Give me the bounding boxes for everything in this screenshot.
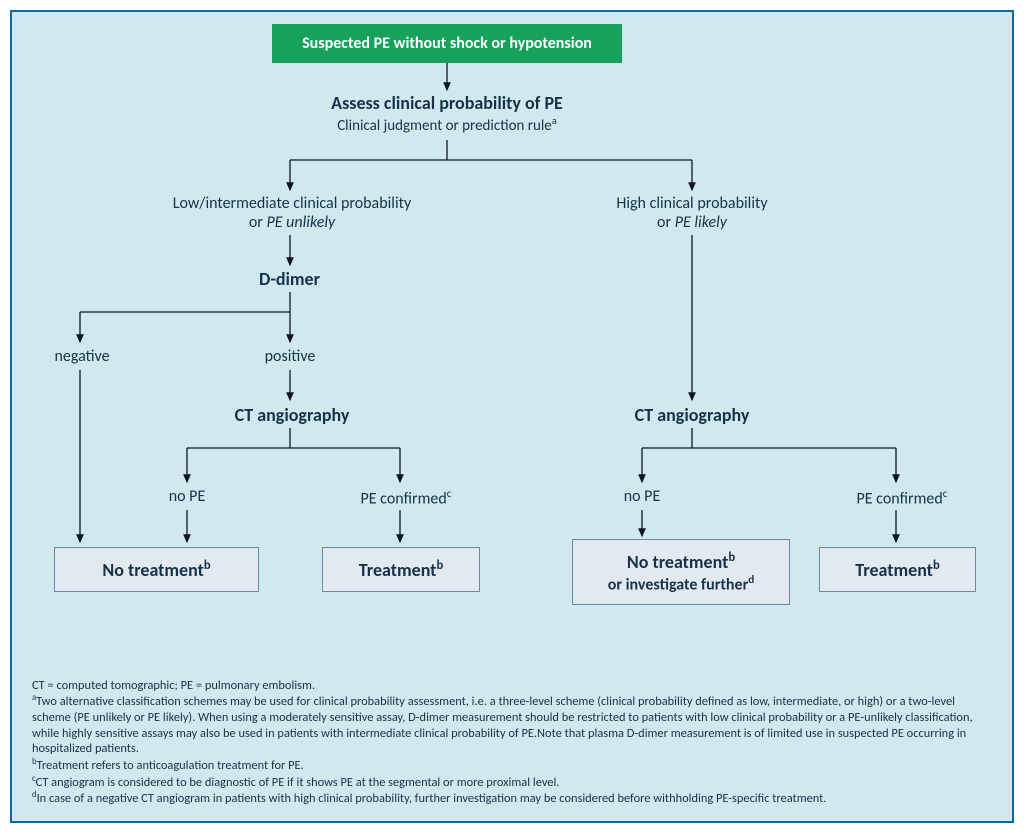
investigate-further-label: or investigate furtherd [587,573,775,594]
branch-high-line2: or PE likely [572,213,812,232]
no-treatment-left-box: No treatmentb [54,547,259,592]
branch-low-node: Low/intermediate clinical probability or… [137,194,447,232]
footnote-abbr: CT = computed tomographic; PE = pulmonar… [32,678,992,694]
no-pe-right-label: no PE [612,487,672,506]
footnote-d: dIn case of a negative CT angiogram in p… [32,790,992,807]
assess-subtitle: Clinical judgment or prediction rulea [312,114,582,135]
branch-high-node: High clinical probability or PE likely [572,194,812,232]
footnote-a: aTwo alternative classification schemes … [32,693,992,757]
footnotes: CT = computed tomographic; PE = pulmonar… [32,678,992,808]
pe-confirmed-left-label: PE confirmedc [346,487,466,508]
ddimer-positive-label: positive [255,347,325,366]
no-pe-left-label: no PE [157,487,217,506]
ddimer-node: D-dimer [242,268,337,290]
start-label: Suspected PE without shock or hypotensio… [302,34,592,53]
branch-low-line1: Low/intermediate clinical probability [137,194,447,213]
branch-low-line2: or PE unlikely [137,213,447,232]
footnote-b: bTreatment refers to anticoagulation tre… [32,757,992,774]
no-treatment-right-box: No treatmentb or investigate furtherd [572,539,790,605]
footnote-c: cCT angiogram is considered to be diagno… [32,774,992,791]
ct-right-node: CT angiography [612,404,772,426]
ddimer-negative-label: negative [47,347,117,366]
treatment-right-label: Treatmentb [855,559,939,581]
assess-title: Assess clinical probability of PE [312,92,582,114]
flowchart-container: Suspected PE without shock or hypotensio… [10,10,1014,823]
no-treatment-left-label: No treatmentb [102,559,210,581]
treatment-left-label: Treatmentb [359,559,443,581]
pe-confirmed-right-label: PE confirmedc [842,487,962,508]
ct-left-node: CT angiography [212,404,372,426]
start-node: Suspected PE without shock or hypotensio… [272,24,622,63]
branch-high-line1: High clinical probability [572,194,812,213]
treatment-right-box: Treatmentb [819,547,976,592]
assess-node: Assess clinical probability of PE Clinic… [312,92,582,135]
treatment-left-box: Treatmentb [322,547,480,592]
no-treatment-right-label: No treatmentb [587,550,775,573]
